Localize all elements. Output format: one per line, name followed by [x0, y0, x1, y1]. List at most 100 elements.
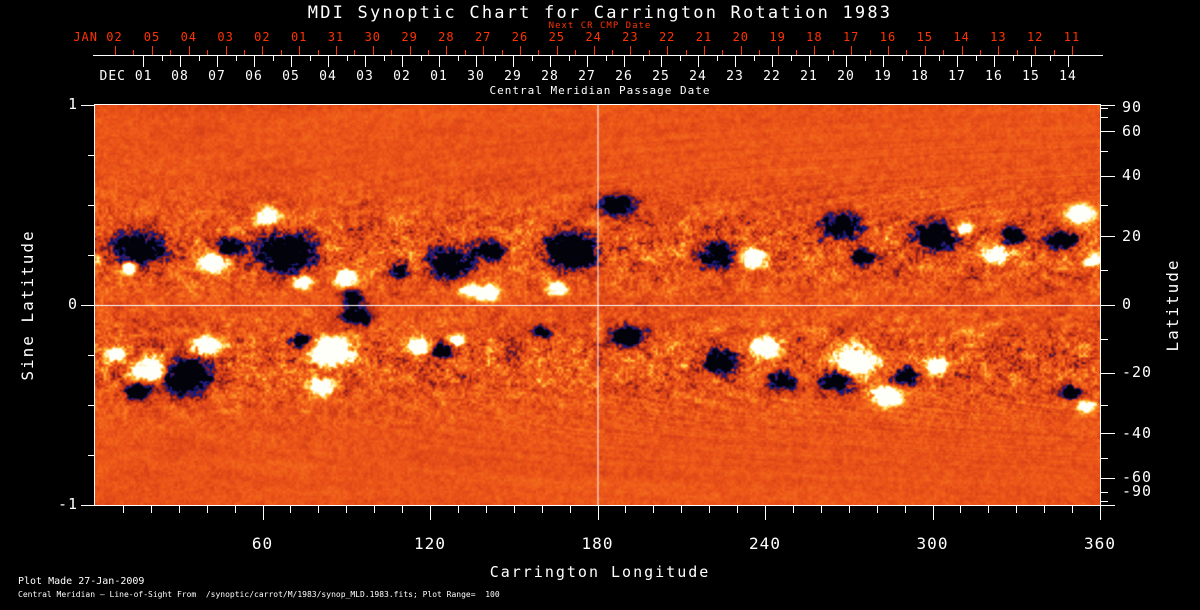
cmp-date-label: 02 [393, 69, 411, 84]
y-left-minor-tick [88, 154, 95, 156]
next-cr-tick [262, 46, 264, 55]
x-tick-label: 60 [251, 534, 274, 553]
cmp-minor-tick [716, 56, 718, 61]
y-right-tick-label: 40 [1122, 166, 1143, 185]
next-cr-minor-tick [464, 50, 466, 55]
x-minor-tick [122, 506, 124, 513]
next-cr-minor-tick [354, 50, 356, 55]
y-right-tick-label: 20 [1122, 226, 1143, 245]
next-cr-first-label: JAN 02 [73, 30, 123, 44]
next-cr-minor-tick [170, 50, 172, 55]
x-major-tick [765, 506, 766, 520]
y-right-tick-label: 60 [1122, 121, 1143, 140]
cmp-date-label: 18 [911, 69, 929, 84]
x-major-tick [932, 506, 934, 520]
y-right-minor-tick [1101, 107, 1108, 109]
next-cr-tick [299, 46, 301, 55]
next-cr-tick [1035, 46, 1037, 55]
next-cr-tick [188, 46, 190, 55]
next-cr-date-label: 31 [327, 30, 345, 44]
cmp-tick [809, 56, 810, 67]
y-right-major-tick [1101, 104, 1115, 106]
next-cr-tick [924, 46, 926, 55]
cmp-tick [439, 56, 440, 67]
next-cr-minor-tick [244, 50, 245, 55]
next-cr-date-label: 29 [401, 30, 418, 44]
next-cr-minor-tick [575, 50, 577, 55]
page-title: MDI Synoptic Chart for Carrington Rotati… [307, 3, 893, 23]
cmp-minor-tick [494, 56, 496, 61]
next-cr-minor-tick [391, 50, 393, 55]
next-cr-date-label: 24 [585, 30, 602, 44]
next-cr-tick [225, 46, 227, 55]
x-minor-tick [681, 506, 683, 513]
x-minor-tick [1072, 506, 1074, 513]
x-major-tick [1100, 506, 1101, 520]
cmp-minor-tick [901, 56, 903, 61]
cmp-tick [254, 56, 255, 67]
next-cr-tick [704, 46, 705, 55]
next-cr-date-label: 21 [695, 30, 713, 44]
cmp-tick [883, 56, 884, 67]
y-right-major-tick [1101, 477, 1115, 479]
next-cr-tick [1072, 46, 1073, 55]
y-right-tick-label: -60 [1122, 468, 1153, 487]
cmp-date-label: 16 [985, 69, 1003, 84]
y-right-minor-tick [1101, 492, 1108, 494]
x-minor-tick [904, 506, 906, 513]
next-cr-date-label: 04 [180, 30, 198, 44]
cmp-minor-tick [1012, 56, 1014, 61]
cmp-date-label: 15 [1022, 69, 1040, 84]
cmp-date-label: 23 [726, 69, 744, 84]
x-minor-tick [709, 506, 711, 513]
x-minor-tick [290, 506, 292, 513]
x-major-tick [430, 506, 431, 520]
cmp-tick [772, 56, 773, 67]
right-axis-title: Latitude [1163, 258, 1182, 352]
cmp-date-label: 19 [874, 69, 892, 84]
y-right-tick-label: 0 [1122, 295, 1133, 313]
x-minor-tick [178, 506, 180, 513]
next-cr-tick [667, 46, 669, 55]
cmp-minor-tick [198, 56, 200, 61]
y-left-minor-tick [88, 454, 95, 456]
x-minor-tick [1044, 506, 1046, 513]
y-right-minor-tick [1101, 339, 1108, 341]
next-cr-minor-tick [280, 50, 282, 55]
next-cr-date-label: 25 [548, 30, 566, 44]
next-cr-date-label: 27 [474, 30, 492, 44]
cmp-date-label: 05 [282, 69, 300, 84]
next-cr-minor-tick [832, 50, 834, 55]
cmp-tick [846, 56, 847, 67]
y-right-major-tick [1101, 504, 1115, 506]
next-cr-tick [556, 46, 558, 55]
cmp-minor-tick [420, 56, 422, 61]
y-left-major-tick [81, 104, 95, 106]
next-cr-date-label: 26 [511, 30, 529, 44]
y-left-minor-tick [88, 254, 95, 256]
y-right-major-tick [1101, 236, 1115, 238]
cmp-minor-tick [346, 56, 348, 61]
next-cr-minor-tick [612, 50, 613, 55]
cmp-tick [957, 56, 958, 67]
x-tick-label: 360 [1084, 534, 1116, 553]
cmp-date-label: 01 [430, 69, 448, 84]
next-cr-tick [961, 46, 963, 55]
y-right-minor-tick [1101, 457, 1108, 459]
y-right-major-tick [1101, 304, 1115, 306]
next-cr-date-label: 20 [732, 30, 750, 44]
cmp-tick [1031, 56, 1032, 67]
x-minor-tick [513, 506, 515, 513]
next-cr-date-label: 01 [290, 30, 308, 44]
x-minor-tick [625, 506, 627, 513]
x-minor-tick [960, 506, 962, 513]
cmp-date-label: 28 [541, 69, 559, 84]
next-cr-minor-tick [1016, 50, 1018, 55]
next-cr-tick [630, 46, 632, 55]
cmp-tick [476, 56, 477, 67]
x-minor-tick [848, 506, 850, 513]
x-tick-label: 120 [414, 534, 446, 553]
cmp-tick [365, 56, 366, 67]
y-right-minor-tick [1101, 404, 1108, 406]
